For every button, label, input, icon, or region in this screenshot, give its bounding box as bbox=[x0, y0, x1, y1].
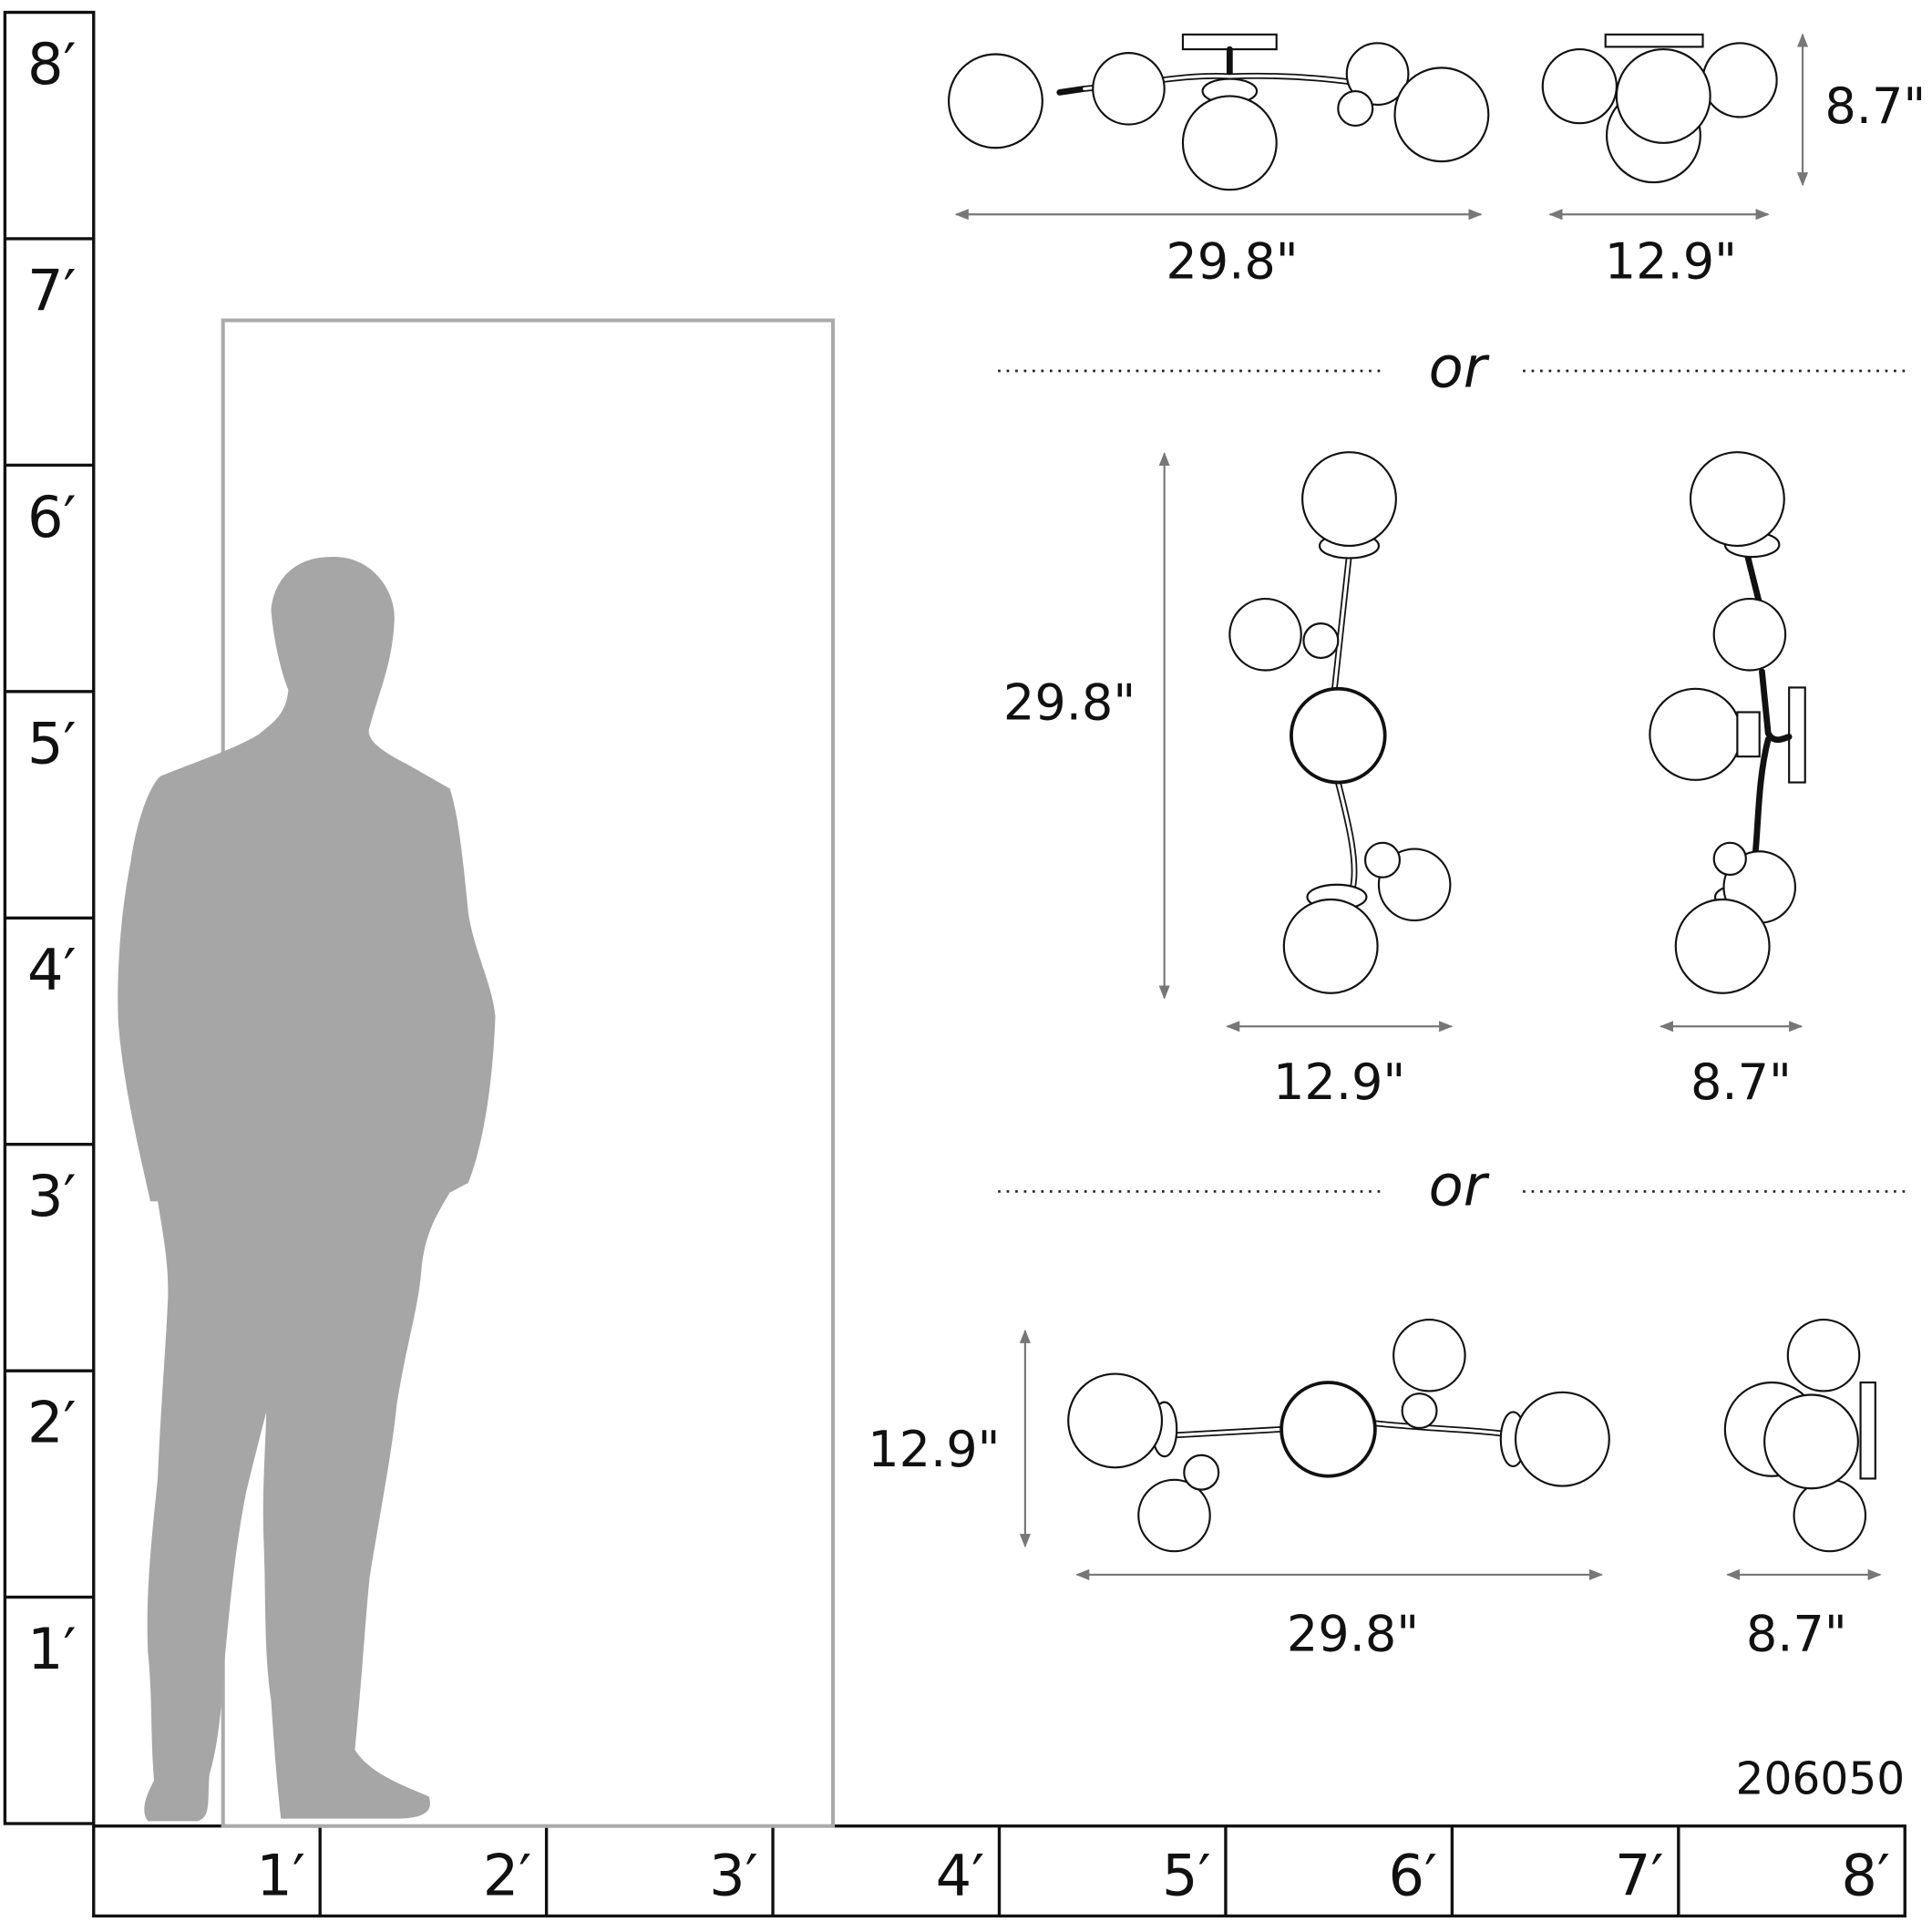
separator-label: or bbox=[1429, 1152, 1490, 1218]
dimension-depth-label: 8.7" bbox=[1690, 1053, 1792, 1111]
ruler-label: 5′ bbox=[1162, 1842, 1211, 1908]
ruler-label: 1′ bbox=[256, 1842, 305, 1908]
product-code: 206050 bbox=[1736, 1754, 1906, 1805]
dimension-width-label: 29.8" bbox=[1166, 233, 1298, 291]
dimension-height-label: 8.7" bbox=[1824, 77, 1926, 135]
ruler-label: 8′ bbox=[1841, 1842, 1890, 1908]
person-silhouette bbox=[118, 556, 496, 1822]
dimension-height-label: 12.9" bbox=[868, 1421, 1000, 1478]
ruler-label: 3′ bbox=[709, 1842, 758, 1908]
horizontal-sconce-front-view: 12.9" 29.8" bbox=[868, 1318, 1610, 1663]
separator-or: or bbox=[998, 334, 1907, 401]
ruler-label: 8′ bbox=[27, 31, 77, 98]
ruler-label: 3′ bbox=[27, 1163, 77, 1229]
dimension-depth-label: 8.7" bbox=[1746, 1606, 1847, 1663]
horizontal-sconce-side-view: 8.7" bbox=[1723, 1318, 1882, 1663]
vertical-sconce-front-view: 29.8" 12.9" bbox=[1003, 451, 1454, 1111]
separator-or: or bbox=[998, 1152, 1907, 1218]
flush-mount-front-view: 29.8" bbox=[947, 33, 1490, 291]
dimension-width-label: 12.9" bbox=[1273, 1053, 1405, 1111]
ruler-label: 7′ bbox=[27, 257, 77, 324]
flush-mount-side-view: 12.9" 8.7" bbox=[1541, 33, 1926, 291]
dimension-depth-label: 12.9" bbox=[1605, 233, 1737, 291]
ruler-label: 5′ bbox=[27, 710, 77, 776]
ruler-label: 6′ bbox=[27, 484, 77, 550]
ruler-label: 4′ bbox=[27, 937, 77, 1003]
ruler-label: 7′ bbox=[1615, 1842, 1664, 1908]
ruler-label: 2′ bbox=[483, 1842, 532, 1908]
horizontal-ruler: 1′ 2′ 3′ 4′ 5′ 6′ 7′ 8′ bbox=[92, 1824, 1906, 1918]
ruler-label: 2′ bbox=[27, 1390, 77, 1456]
ruler-label: 1′ bbox=[27, 1616, 77, 1682]
dimension-height-label: 29.8" bbox=[1003, 674, 1136, 732]
separator-label: or bbox=[1429, 334, 1490, 401]
vertical-sconce-side-view: 8.7" bbox=[1649, 451, 1806, 1111]
ruler-label: 6′ bbox=[1388, 1842, 1437, 1908]
vertical-ruler: 8′ 7′ 6′ 5′ 4′ 3′ 2′ 1′ bbox=[3, 10, 96, 1825]
ruler-label: 4′ bbox=[936, 1842, 985, 1908]
dimension-width-label: 29.8" bbox=[1287, 1606, 1419, 1663]
